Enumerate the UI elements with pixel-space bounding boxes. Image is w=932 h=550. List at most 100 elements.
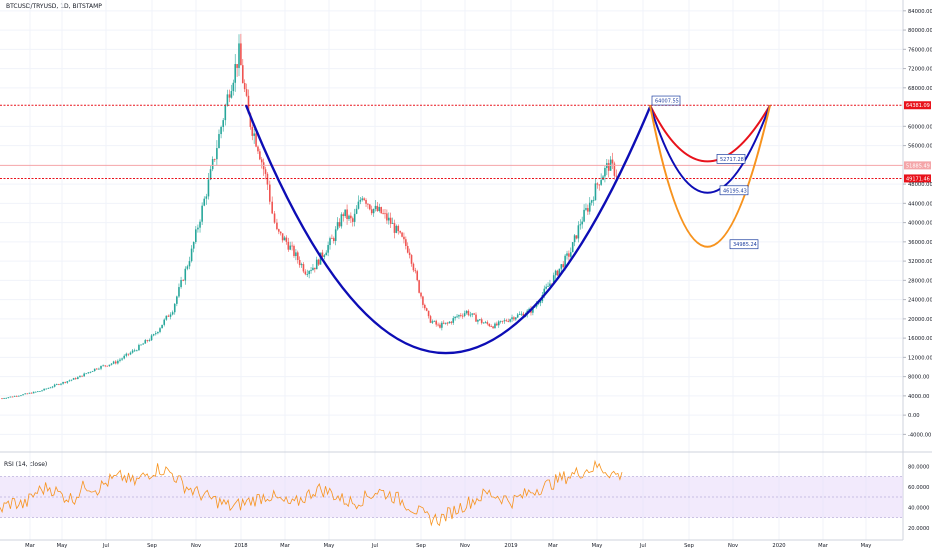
- candle-body: [234, 64, 237, 83]
- candle-body: [477, 319, 479, 322]
- x-tick-label: May: [57, 543, 68, 549]
- candle-body: [296, 252, 299, 260]
- candle-body: [310, 270, 312, 272]
- candle-body: [587, 208, 589, 212]
- x-tick-label: May: [861, 543, 872, 549]
- candle-body: [509, 319, 511, 322]
- candle-body: [418, 280, 420, 293]
- candle-body: [15, 395, 18, 397]
- candle-body: [528, 308, 530, 311]
- x-tick-label: 2018: [234, 543, 247, 549]
- candle-body: [473, 313, 475, 315]
- candle-body: [355, 208, 358, 214]
- candle-body: [85, 373, 88, 375]
- x-tick-label: May: [324, 543, 335, 549]
- candle-body: [245, 89, 248, 96]
- candle-body: [3, 398, 5, 399]
- candle-body: [157, 331, 159, 334]
- level-badge: [904, 101, 931, 110]
- candle-body: [613, 163, 616, 176]
- candle-body: [295, 252, 297, 257]
- candle-body: [340, 214, 343, 227]
- candle-body: [203, 198, 206, 206]
- candle-body: [490, 326, 492, 327]
- candle-body: [87, 372, 90, 374]
- candle-body: [279, 231, 282, 234]
- candle-body: [492, 326, 494, 329]
- rsi-line: [0, 459, 623, 527]
- candle-body: [505, 320, 508, 322]
- candle-body: [562, 264, 565, 268]
- x-tick-label: Jul: [371, 543, 378, 549]
- candle-body: [257, 146, 259, 152]
- candle-body: [43, 388, 45, 391]
- candle-body: [554, 270, 557, 276]
- candle-body: [70, 379, 73, 381]
- candle-body: [121, 358, 123, 360]
- x-tick-label: Mar: [818, 543, 829, 549]
- candle-body: [393, 223, 396, 233]
- candle-body: [374, 205, 377, 209]
- annotation-label: 52717.28: [720, 157, 744, 163]
- candle-body: [420, 292, 422, 297]
- candle-body: [387, 217, 390, 221]
- candle-body: [543, 288, 546, 295]
- candle-body: [220, 126, 222, 135]
- candle-body: [211, 159, 214, 170]
- candle-body: [93, 368, 96, 372]
- candle-body: [300, 264, 303, 266]
- candle-body: [32, 391, 35, 394]
- candle-body: [391, 223, 394, 224]
- candle-body: [169, 314, 172, 317]
- candle-body: [79, 375, 81, 378]
- candle-body: [499, 320, 502, 322]
- candle-body: [182, 280, 184, 281]
- candle-body: [11, 396, 14, 398]
- candle-body: [308, 271, 310, 275]
- candle-body: [486, 322, 489, 324]
- x-tick-label: May: [592, 543, 603, 549]
- candle-body: [581, 221, 583, 225]
- candle-body: [255, 133, 257, 147]
- candle-body: [304, 271, 307, 275]
- candle-body: [148, 340, 151, 342]
- candle-body: [357, 201, 360, 209]
- candle-body: [615, 175, 618, 177]
- rsi-tick-label: 60.0000: [908, 485, 929, 491]
- candle-body: [501, 320, 504, 322]
- candle-body: [367, 203, 369, 205]
- candle-body: [226, 94, 229, 106]
- x-tick-label: Nov: [191, 543, 201, 549]
- candle-body: [329, 238, 331, 246]
- candle-body: [152, 334, 155, 336]
- candle-body: [346, 209, 348, 220]
- x-tick-label: Mar: [548, 543, 559, 549]
- candle-body: [230, 91, 233, 98]
- candle-body: [190, 248, 193, 262]
- candle-body: [344, 209, 346, 217]
- candle-body: [431, 321, 434, 323]
- candle-body: [41, 390, 43, 392]
- x-tick-label: Sep: [416, 543, 426, 549]
- y-tick-label: 36000.00: [908, 240, 932, 246]
- candle-body: [218, 134, 220, 149]
- candle-body: [465, 310, 468, 314]
- candle-body: [427, 310, 430, 317]
- candle-body: [441, 322, 443, 328]
- x-tick-label: Mar: [280, 543, 291, 549]
- candle-body: [378, 207, 381, 212]
- candle-body: [106, 365, 109, 367]
- candle-body: [180, 280, 182, 288]
- y-tick-label: 24000.00: [908, 298, 932, 304]
- level-label: 64381.09: [906, 103, 930, 109]
- candle-body: [384, 213, 386, 215]
- candle-body: [410, 255, 413, 264]
- candle-body: [98, 368, 100, 370]
- candle-body: [488, 323, 491, 327]
- candle-body: [511, 317, 513, 320]
- y-tick-label: 28000.00: [908, 278, 932, 284]
- candle-body: [460, 315, 462, 316]
